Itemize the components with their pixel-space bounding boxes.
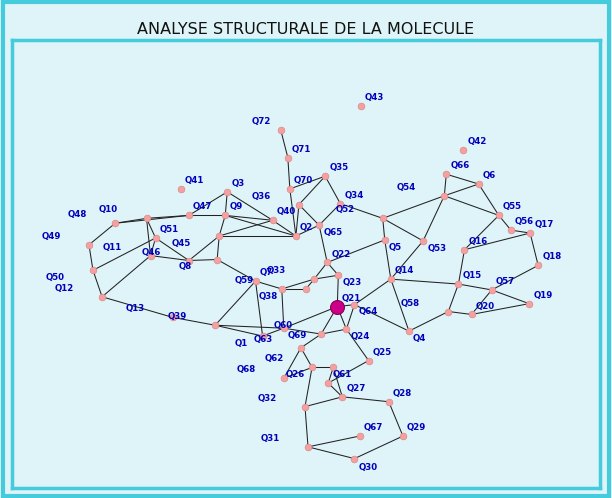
Text: Q23: Q23 (342, 278, 362, 287)
Text: Q58: Q58 (401, 299, 420, 308)
Text: Q57: Q57 (496, 277, 515, 286)
Text: Q64: Q64 (359, 307, 378, 316)
Text: Q45: Q45 (172, 239, 191, 248)
Text: Q47: Q47 (193, 203, 212, 212)
Text: Q26: Q26 (286, 370, 305, 379)
Text: Q20: Q20 (476, 301, 494, 311)
Text: Q14: Q14 (395, 266, 414, 275)
Text: Q67: Q67 (364, 423, 383, 432)
Text: Q13: Q13 (125, 304, 144, 313)
Text: Q18: Q18 (542, 252, 561, 261)
Text: Q68: Q68 (236, 365, 256, 374)
Text: Q34: Q34 (345, 191, 364, 200)
Text: Q11: Q11 (103, 243, 122, 251)
Text: Q25: Q25 (373, 348, 392, 357)
Text: Q36: Q36 (252, 192, 271, 201)
Text: Q27: Q27 (346, 384, 366, 393)
Text: Q10: Q10 (99, 205, 118, 215)
Text: Q35: Q35 (329, 163, 348, 172)
Text: Q59: Q59 (234, 276, 253, 285)
Text: Q61: Q61 (332, 370, 351, 379)
Text: Q2: Q2 (300, 223, 313, 232)
Text: Q24: Q24 (351, 332, 370, 341)
Text: Q8: Q8 (179, 262, 192, 271)
Text: Q9: Q9 (230, 203, 242, 212)
Text: Q21: Q21 (341, 294, 360, 303)
Text: Q29: Q29 (407, 423, 426, 432)
Text: Q42: Q42 (468, 137, 487, 146)
Text: Q70: Q70 (294, 176, 313, 185)
Text: Q69: Q69 (288, 331, 307, 340)
Text: Q48: Q48 (67, 210, 87, 219)
Text: Q54: Q54 (397, 183, 416, 192)
Text: Q6: Q6 (483, 171, 496, 180)
Text: Q60: Q60 (274, 321, 293, 330)
Text: Q51: Q51 (160, 225, 179, 234)
Text: Q7: Q7 (259, 268, 273, 277)
Text: Q71: Q71 (292, 144, 312, 153)
Text: Q15: Q15 (463, 271, 482, 280)
Text: Q55: Q55 (503, 203, 522, 212)
Text: Q50: Q50 (46, 273, 65, 282)
Text: ANALYSE STRUCTURALE DE LA MOLECULE: ANALYSE STRUCTURALE DE LA MOLECULE (138, 22, 474, 37)
Text: Q16: Q16 (469, 237, 488, 246)
Text: Q38: Q38 (258, 292, 278, 301)
Text: Q5: Q5 (389, 243, 402, 251)
Text: Q53: Q53 (427, 244, 446, 252)
Text: Q63: Q63 (253, 335, 273, 344)
Text: Q39: Q39 (168, 312, 187, 321)
Text: Q3: Q3 (231, 179, 245, 188)
Text: Q56: Q56 (515, 217, 534, 226)
Text: Q33: Q33 (267, 266, 286, 275)
Text: Q1: Q1 (234, 339, 247, 348)
Text: Q52: Q52 (335, 205, 354, 215)
Text: Q49: Q49 (42, 232, 61, 241)
Text: Q46: Q46 (141, 248, 160, 256)
Text: Q31: Q31 (261, 434, 280, 443)
Text: Q62: Q62 (264, 355, 284, 364)
Text: Q43: Q43 (365, 93, 384, 102)
Text: Q66: Q66 (450, 161, 469, 170)
Text: Q22: Q22 (331, 249, 351, 258)
Text: Q65: Q65 (323, 228, 342, 237)
Text: Q19: Q19 (533, 291, 553, 300)
Text: Q41: Q41 (185, 176, 204, 185)
Text: Q30: Q30 (359, 463, 378, 472)
Text: Q4: Q4 (413, 334, 427, 343)
Text: Q28: Q28 (393, 389, 412, 398)
Text: Q12: Q12 (54, 284, 74, 293)
Text: Q17: Q17 (534, 220, 553, 229)
Text: Q72: Q72 (252, 117, 271, 126)
Text: Q32: Q32 (258, 394, 277, 403)
Text: Q40: Q40 (277, 207, 296, 216)
